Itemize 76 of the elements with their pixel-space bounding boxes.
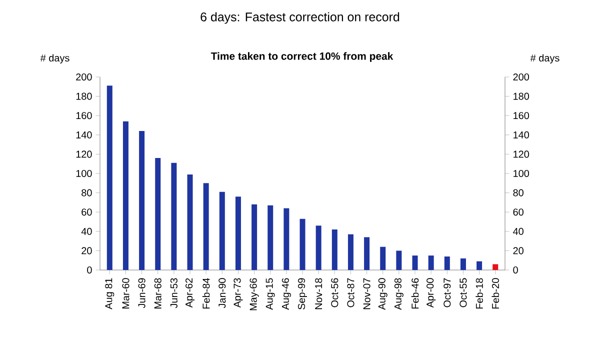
bar — [252, 204, 258, 270]
y2-tick-label: 80 — [513, 189, 524, 196]
x-tick-label: Jan-90 — [218, 278, 226, 308]
bar — [396, 250, 402, 270]
bar — [187, 174, 193, 270]
x-tick-label: Sep-99 — [298, 278, 308, 310]
x-tick-label: Aug-90 — [378, 278, 388, 310]
x-tick-label: Jun-53 — [170, 278, 178, 308]
x-tick-label: Apr-73 — [234, 278, 243, 308]
bar — [412, 256, 418, 270]
x-tick-label: Aug-15 — [266, 278, 275, 310]
x-tick-label: Feb-84 — [202, 278, 210, 309]
y2-tick-label: 100 — [514, 170, 530, 178]
y-tick-label: 200 — [76, 73, 92, 81]
y-tick-label: 60 — [82, 208, 92, 216]
bar — [316, 226, 322, 270]
bar — [203, 183, 209, 270]
bar — [348, 234, 354, 270]
y-tick-label: 40 — [81, 228, 92, 235]
bar — [428, 256, 434, 270]
y2-axis-title: # days — [530, 54, 560, 64]
x-tick-label: Oct-56 — [331, 278, 338, 308]
x-tick-label: Feb-20 — [492, 278, 500, 309]
bar — [139, 131, 145, 270]
bar — [219, 192, 225, 270]
y-tick-label: 140 — [76, 131, 92, 138]
y2-tick-label: 200 — [513, 73, 530, 81]
x-tick-label: Apr-62 — [186, 278, 195, 308]
y2-tick-label: 0 — [513, 266, 518, 274]
x-tick-label: Oct-55 — [460, 278, 467, 308]
bar — [380, 246, 386, 270]
y-tick-label: 180 — [76, 92, 92, 100]
bar — [332, 229, 338, 270]
bar — [364, 237, 370, 270]
bar — [444, 256, 450, 270]
y-tick-label: 160 — [76, 112, 92, 120]
bar — [284, 208, 290, 270]
x-tick-label: Nov-07 — [363, 278, 370, 310]
x-tick-label: Aug 81 — [105, 278, 114, 310]
chart-title: 6 days: Fastest correction on record — [200, 12, 400, 24]
x-tick-label: Mar-60 — [122, 278, 130, 309]
bar — [106, 86, 112, 270]
x-tick-label: Apr-00 — [426, 278, 436, 308]
y2-tick-label: 140 — [514, 131, 530, 138]
x-tick-label: Aug-98 — [394, 278, 404, 310]
y2-tick-label: 160 — [514, 112, 530, 120]
bar — [155, 158, 161, 270]
bar — [122, 121, 128, 270]
y-tick-label: 0 — [87, 266, 92, 274]
y2-tick-label: 180 — [514, 92, 530, 100]
x-tick-label: Feb-18 — [476, 278, 483, 309]
y2-tick-label: 120 — [514, 150, 530, 158]
bar — [492, 264, 498, 270]
bar — [171, 162, 177, 270]
x-tick-label: Oct-87 — [347, 278, 354, 308]
bar — [460, 258, 466, 270]
bar — [235, 196, 241, 270]
x-tick-label: May-66 — [250, 278, 259, 310]
y-tick-label: 20 — [82, 247, 92, 254]
x-tick-label: Jun-69 — [138, 278, 146, 308]
y-tick-label: 120 — [76, 150, 92, 158]
y2-tick-label: 20 — [513, 247, 524, 254]
y-axis-title: # days — [40, 54, 70, 64]
y-tick-label: 100 — [76, 170, 92, 178]
x-tick-label: Oct-97 — [444, 278, 451, 308]
bar — [268, 205, 274, 270]
bar — [300, 218, 306, 270]
x-tick-label: Feb-46 — [411, 278, 419, 309]
bar — [476, 261, 482, 270]
chart-subtitle: Time taken to correct 10% from peak — [210, 52, 394, 62]
x-tick-label: Mar-68 — [154, 278, 162, 309]
y2-tick-label: 60 — [513, 208, 524, 216]
x-tick-label: Aug-46 — [282, 278, 291, 310]
x-tick-label: Nov-18 — [315, 278, 322, 310]
y-tick-label: 80 — [82, 189, 92, 196]
y2-tick-label: 40 — [513, 228, 524, 235]
